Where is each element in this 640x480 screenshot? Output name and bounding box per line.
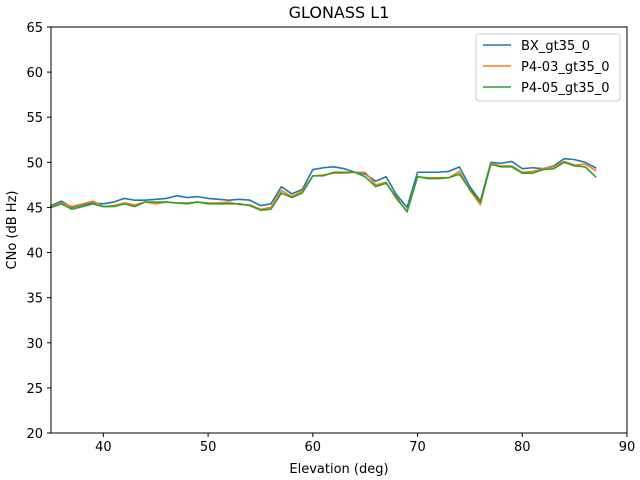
- y-tick-label: 35: [26, 292, 43, 307]
- y-axis-label: CNo (dB Hz): [5, 191, 20, 270]
- y-tick-label: 60: [26, 66, 43, 81]
- y-tick-label: 45: [26, 201, 43, 216]
- x-tick-label: 80: [514, 440, 531, 455]
- legend-frame: [475, 33, 621, 102]
- legend-label: P4-05_gt35_0: [521, 81, 610, 96]
- legend-label: P4-03_gt35_0: [521, 60, 610, 75]
- x-tick-label: 70: [409, 440, 426, 455]
- y-tick-label: 65: [26, 21, 43, 36]
- y-tick-label: 20: [26, 427, 43, 442]
- series-layer: [49, 157, 597, 213]
- axes-layer: 40 50 60 70 80 90 20 25 30 35 40 45 50 55 60 65: [26, 21, 635, 455]
- x-tick-label: 90: [619, 440, 636, 455]
- legend-label: BX_gt35_0: [521, 39, 590, 54]
- plot-frame: [50, 26, 628, 434]
- series-line-2: [49, 161, 597, 213]
- y-tick-label: 55: [26, 111, 43, 126]
- legend: BX_gt35_0 P4-03_gt35_0 P4-05_gt35_0: [475, 33, 621, 102]
- y-tick-label: 25: [26, 382, 43, 397]
- y-tick-label: 30: [26, 337, 43, 352]
- x-axis-label: Elevation (deg): [289, 462, 388, 477]
- x-tick-label: 40: [95, 440, 112, 455]
- y-tick-label: 50: [26, 156, 43, 171]
- y-tick-label: 40: [26, 247, 43, 262]
- x-tick-label: 60: [305, 440, 322, 455]
- x-tick-label: 50: [200, 440, 217, 455]
- series-line-0: [49, 157, 597, 209]
- chart-title: GLONASS L1: [289, 3, 390, 22]
